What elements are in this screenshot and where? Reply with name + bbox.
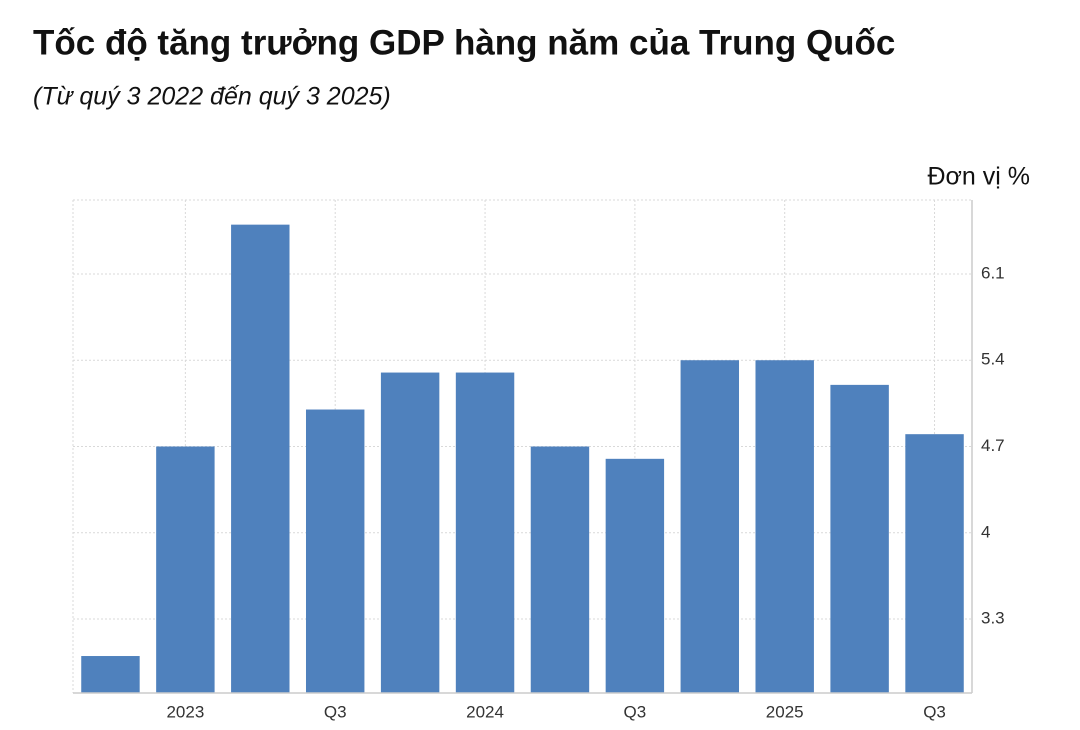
y-tick-label: 5.4 — [981, 350, 1005, 369]
bar — [380, 372, 440, 693]
y-axis-label: Đơn vị % — [927, 163, 1030, 191]
bar — [830, 384, 889, 693]
chart-title: Tốc độ tăng trưởng GDP hàng năm của Trun… — [33, 23, 895, 62]
y-tick-label: 4 — [981, 522, 990, 541]
x-tick-label: 2025 — [766, 702, 804, 721]
bar — [905, 434, 964, 693]
x-tick-label: 2023 — [166, 702, 204, 721]
bar — [305, 409, 365, 693]
y-tick-label: 3.3 — [981, 609, 1005, 628]
bar — [530, 446, 590, 693]
bar — [156, 446, 215, 693]
bar — [455, 372, 515, 693]
y-tick-label: 4.7 — [981, 436, 1005, 455]
x-tick-label: Q3 — [923, 702, 946, 721]
bar — [755, 360, 814, 693]
x-tick-label: Q3 — [624, 702, 647, 721]
y-tick-label: 6.1 — [981, 263, 1005, 282]
bar — [81, 656, 140, 693]
bar — [231, 224, 290, 693]
bar — [605, 458, 665, 693]
chart-subtitle: (Từ quý 3 2022 đến quý 3 2025) — [33, 83, 391, 111]
x-tick-label: 2024 — [466, 702, 504, 721]
bar — [680, 360, 740, 693]
x-tick-label: Q3 — [324, 702, 347, 721]
